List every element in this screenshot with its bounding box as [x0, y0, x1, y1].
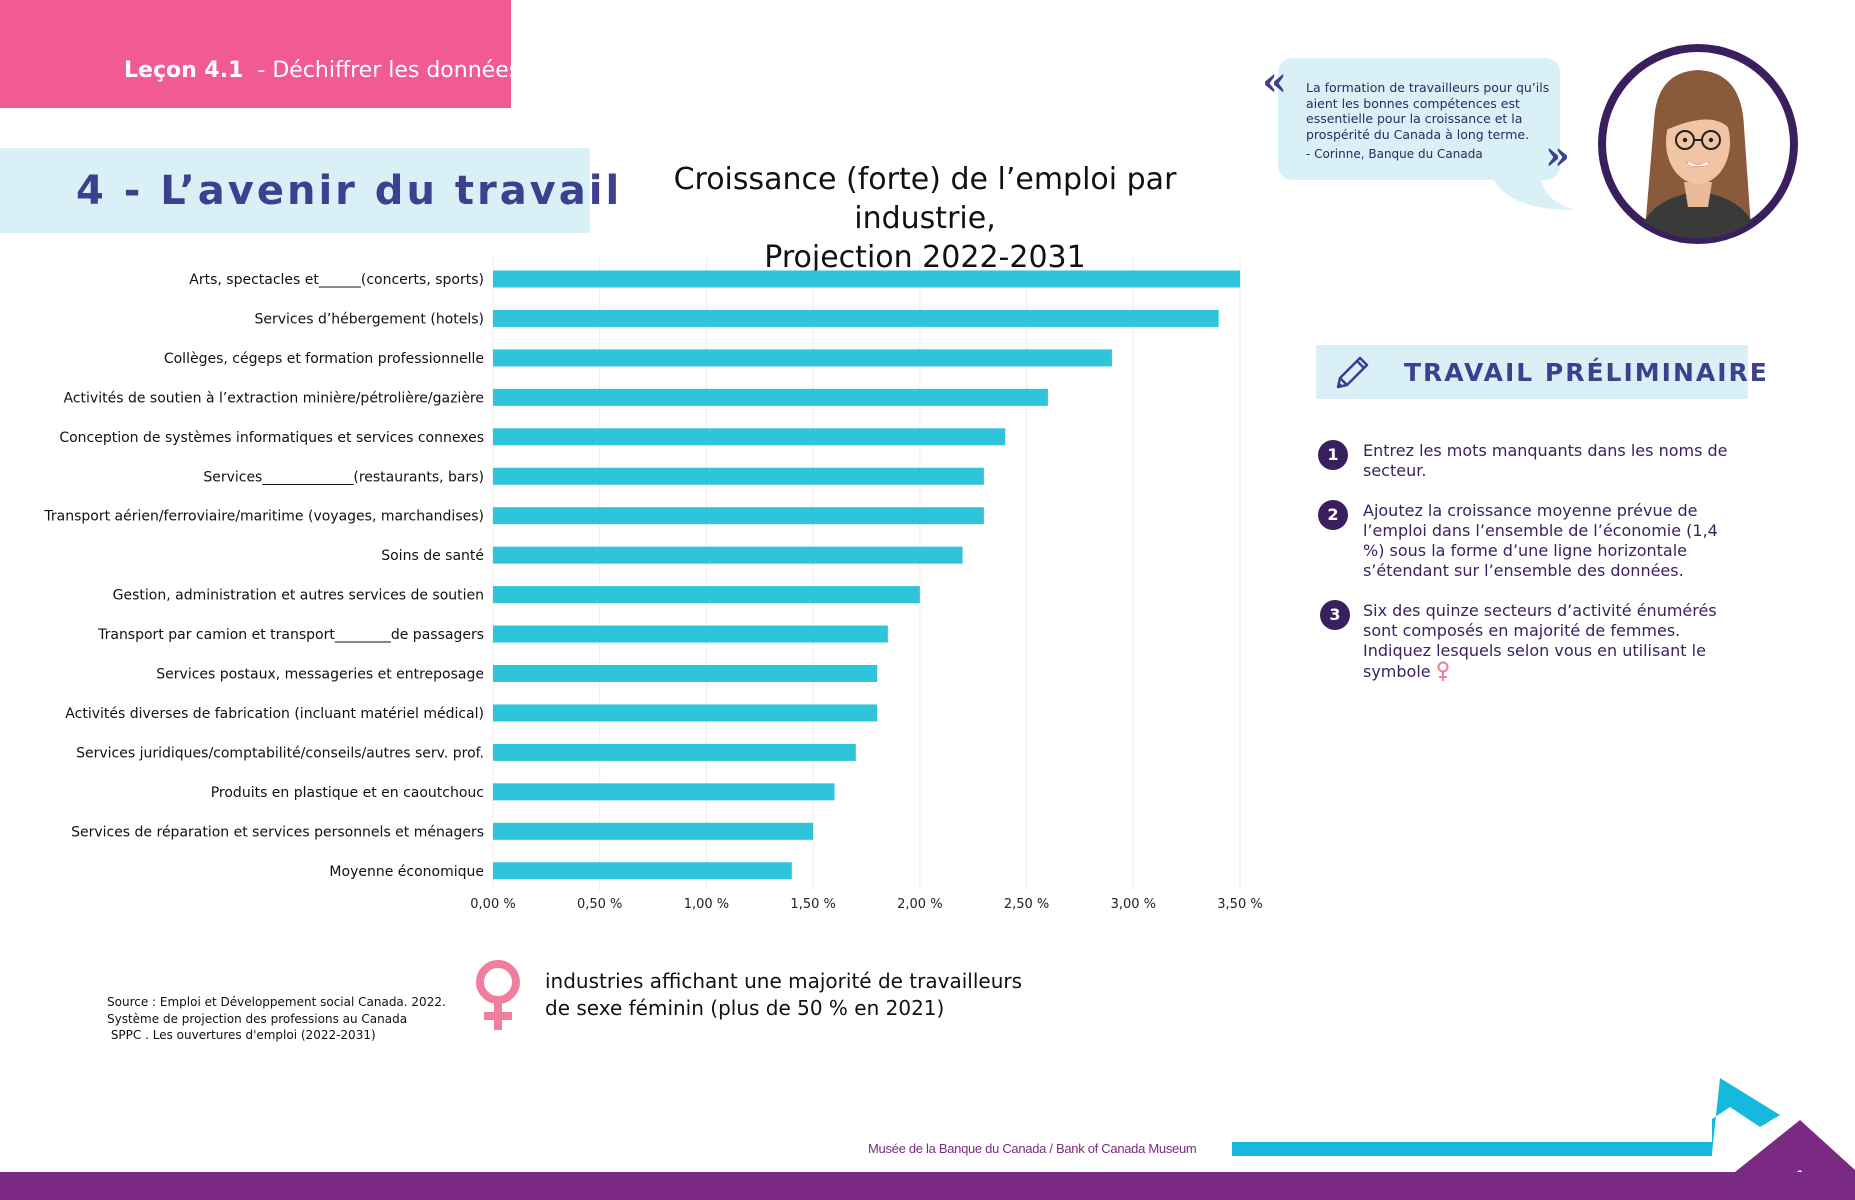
x-tick-label: 0,00 %: [470, 897, 515, 912]
step-1-text: Entrez les mots manquants dans les noms …: [1363, 441, 1728, 480]
legend-text: industries affichant une majorité de tra…: [545, 968, 1065, 1022]
bar: [493, 665, 878, 682]
bar: [493, 388, 1048, 406]
category-label: Moyenne économique: [329, 864, 484, 880]
category-label: Services postaux, messageries et entrepo…: [156, 667, 484, 683]
category-label: Services_____________(restaurants, bars): [203, 469, 484, 485]
quote-bubble: [1278, 58, 1560, 180]
chart-title: Croissance (forte) de l’emploi par indus…: [600, 160, 1250, 277]
footer-museum-name: Musée de la Banque du Canada / Bank of C…: [868, 1141, 1197, 1156]
bar: [493, 270, 1240, 288]
section-title-box: 4 - L’avenir du travail: [0, 148, 619, 233]
category-label: Activités diverses de fabrication (inclu…: [65, 706, 484, 722]
section-title: 4 - L’avenir du travail: [76, 168, 623, 214]
lesson-number: Leçon 4.1: [124, 58, 244, 83]
x-tick-label: 2,50 %: [1004, 897, 1049, 912]
source-note: Source : Emploi et Développement social …: [107, 994, 447, 1044]
source-line-2: Système de projection des professions au…: [107, 1011, 408, 1026]
bar: [493, 507, 984, 525]
female-symbol-icon: [1437, 661, 1449, 681]
x-tick-label: 0,50 %: [577, 897, 622, 912]
category-label: Collèges, cégeps et formation profession…: [164, 351, 484, 367]
bar: [493, 783, 835, 801]
bar: [493, 546, 963, 564]
x-tick-label: 3,50 %: [1217, 897, 1262, 912]
bar-chart: 0,00 % 0,50 % 1,00 % 1,50 % 2,00 % 2,50 % 3,00…: [43, 258, 1263, 912]
x-tick-label: 2,00 %: [897, 897, 942, 912]
category-label: Conception de systèmes informatiques et …: [59, 430, 484, 446]
bar: [493, 467, 984, 485]
female-symbol-icon: [476, 960, 520, 1030]
lesson-heading: Leçon 4.1 - Déchiffrer les données: [124, 58, 520, 83]
close-quote-mark: »: [1545, 132, 1570, 179]
category-label: Arts, spectacles et______(concerts, spor…: [189, 272, 484, 288]
step-3-number: 3: [1320, 600, 1350, 630]
category-label: Transport aérien/ferroviaire/maritime (v…: [43, 509, 484, 525]
quote-bubble-tail: [1490, 170, 1575, 210]
category-label: Activités de soutien à l’extraction mini…: [64, 390, 484, 406]
category-label: Services de réparation et services perso…: [71, 824, 484, 840]
footer-accent-line: [1232, 1142, 1712, 1156]
step-2-number: 2: [1318, 500, 1348, 530]
bar: [493, 862, 792, 880]
source-line-3: SPPC . Les ouvertures d'emploi (2022-203…: [107, 1028, 376, 1042]
chart-title-line1: Croissance (forte) de l’emploi par indus…: [673, 162, 1177, 236]
blank-line: ______: [318, 272, 362, 288]
bar: [493, 428, 1006, 446]
preliminary-work-box: TRAVAIL PRÉLIMINAIRE: [1316, 345, 1767, 399]
legend-line-2: de sexe féminin (plus de 50 % en 2021): [545, 996, 945, 1020]
bar: [493, 704, 878, 722]
bar: [493, 743, 856, 761]
portrait-illustration: [1598, 44, 1798, 244]
chart-title-line2: Projection 2022-2031: [764, 240, 1086, 275]
x-tick-label: 1,00 %: [684, 897, 729, 912]
blank-line: ________: [334, 627, 392, 643]
quote-author: - Corinne, Banque du Canada: [1306, 147, 1483, 161]
category-label: Produits en plastique et en caoutchouc: [211, 785, 484, 801]
bar: [493, 349, 1112, 367]
legend-line-1: industries affichant une majorité de tra…: [545, 969, 1023, 993]
step-2-text: Ajoutez la croissance moyenne prévue de …: [1363, 501, 1718, 580]
step-3-text: Six des quinze secteurs d’activité énumé…: [1363, 601, 1717, 681]
footer-strip: [0, 1172, 1855, 1200]
lesson-title: - Déchiffrer les données: [257, 58, 521, 83]
category-label: Soins de santé: [381, 548, 484, 564]
quote-text: La formation de travailleurs pour qu’ils…: [1306, 80, 1550, 142]
category-label: Services d’hébergement (hotels): [254, 311, 484, 327]
bar: [493, 586, 920, 604]
category-label: Gestion, administration et autres servic…: [113, 588, 484, 604]
x-tick-label: 1,50 %: [790, 897, 835, 912]
blank-line: _____________: [261, 469, 354, 485]
step-1-number: 1: [1318, 440, 1348, 470]
bar: [493, 822, 814, 840]
preliminary-work-title: TRAVAIL PRÉLIMINAIRE: [1404, 358, 1769, 387]
lesson-banner: Leçon 4.1 - Déchiffrer les données: [0, 0, 520, 108]
step-3-block: Six des quinze secteurs d’activité énumé…: [1363, 601, 1733, 683]
source-line-1: Source : Emploi et Développement social …: [107, 995, 446, 1009]
open-quote-mark: «: [1262, 58, 1287, 105]
bar: [493, 309, 1219, 327]
pencil-icon: [1336, 356, 1369, 389]
x-tick-label: 3,00 %: [1111, 897, 1156, 912]
category-label: Transport par camion et transport_______…: [97, 627, 484, 643]
category-label: Services juridiques/comptabilité/conseil…: [76, 745, 484, 761]
bar: [493, 625, 888, 643]
